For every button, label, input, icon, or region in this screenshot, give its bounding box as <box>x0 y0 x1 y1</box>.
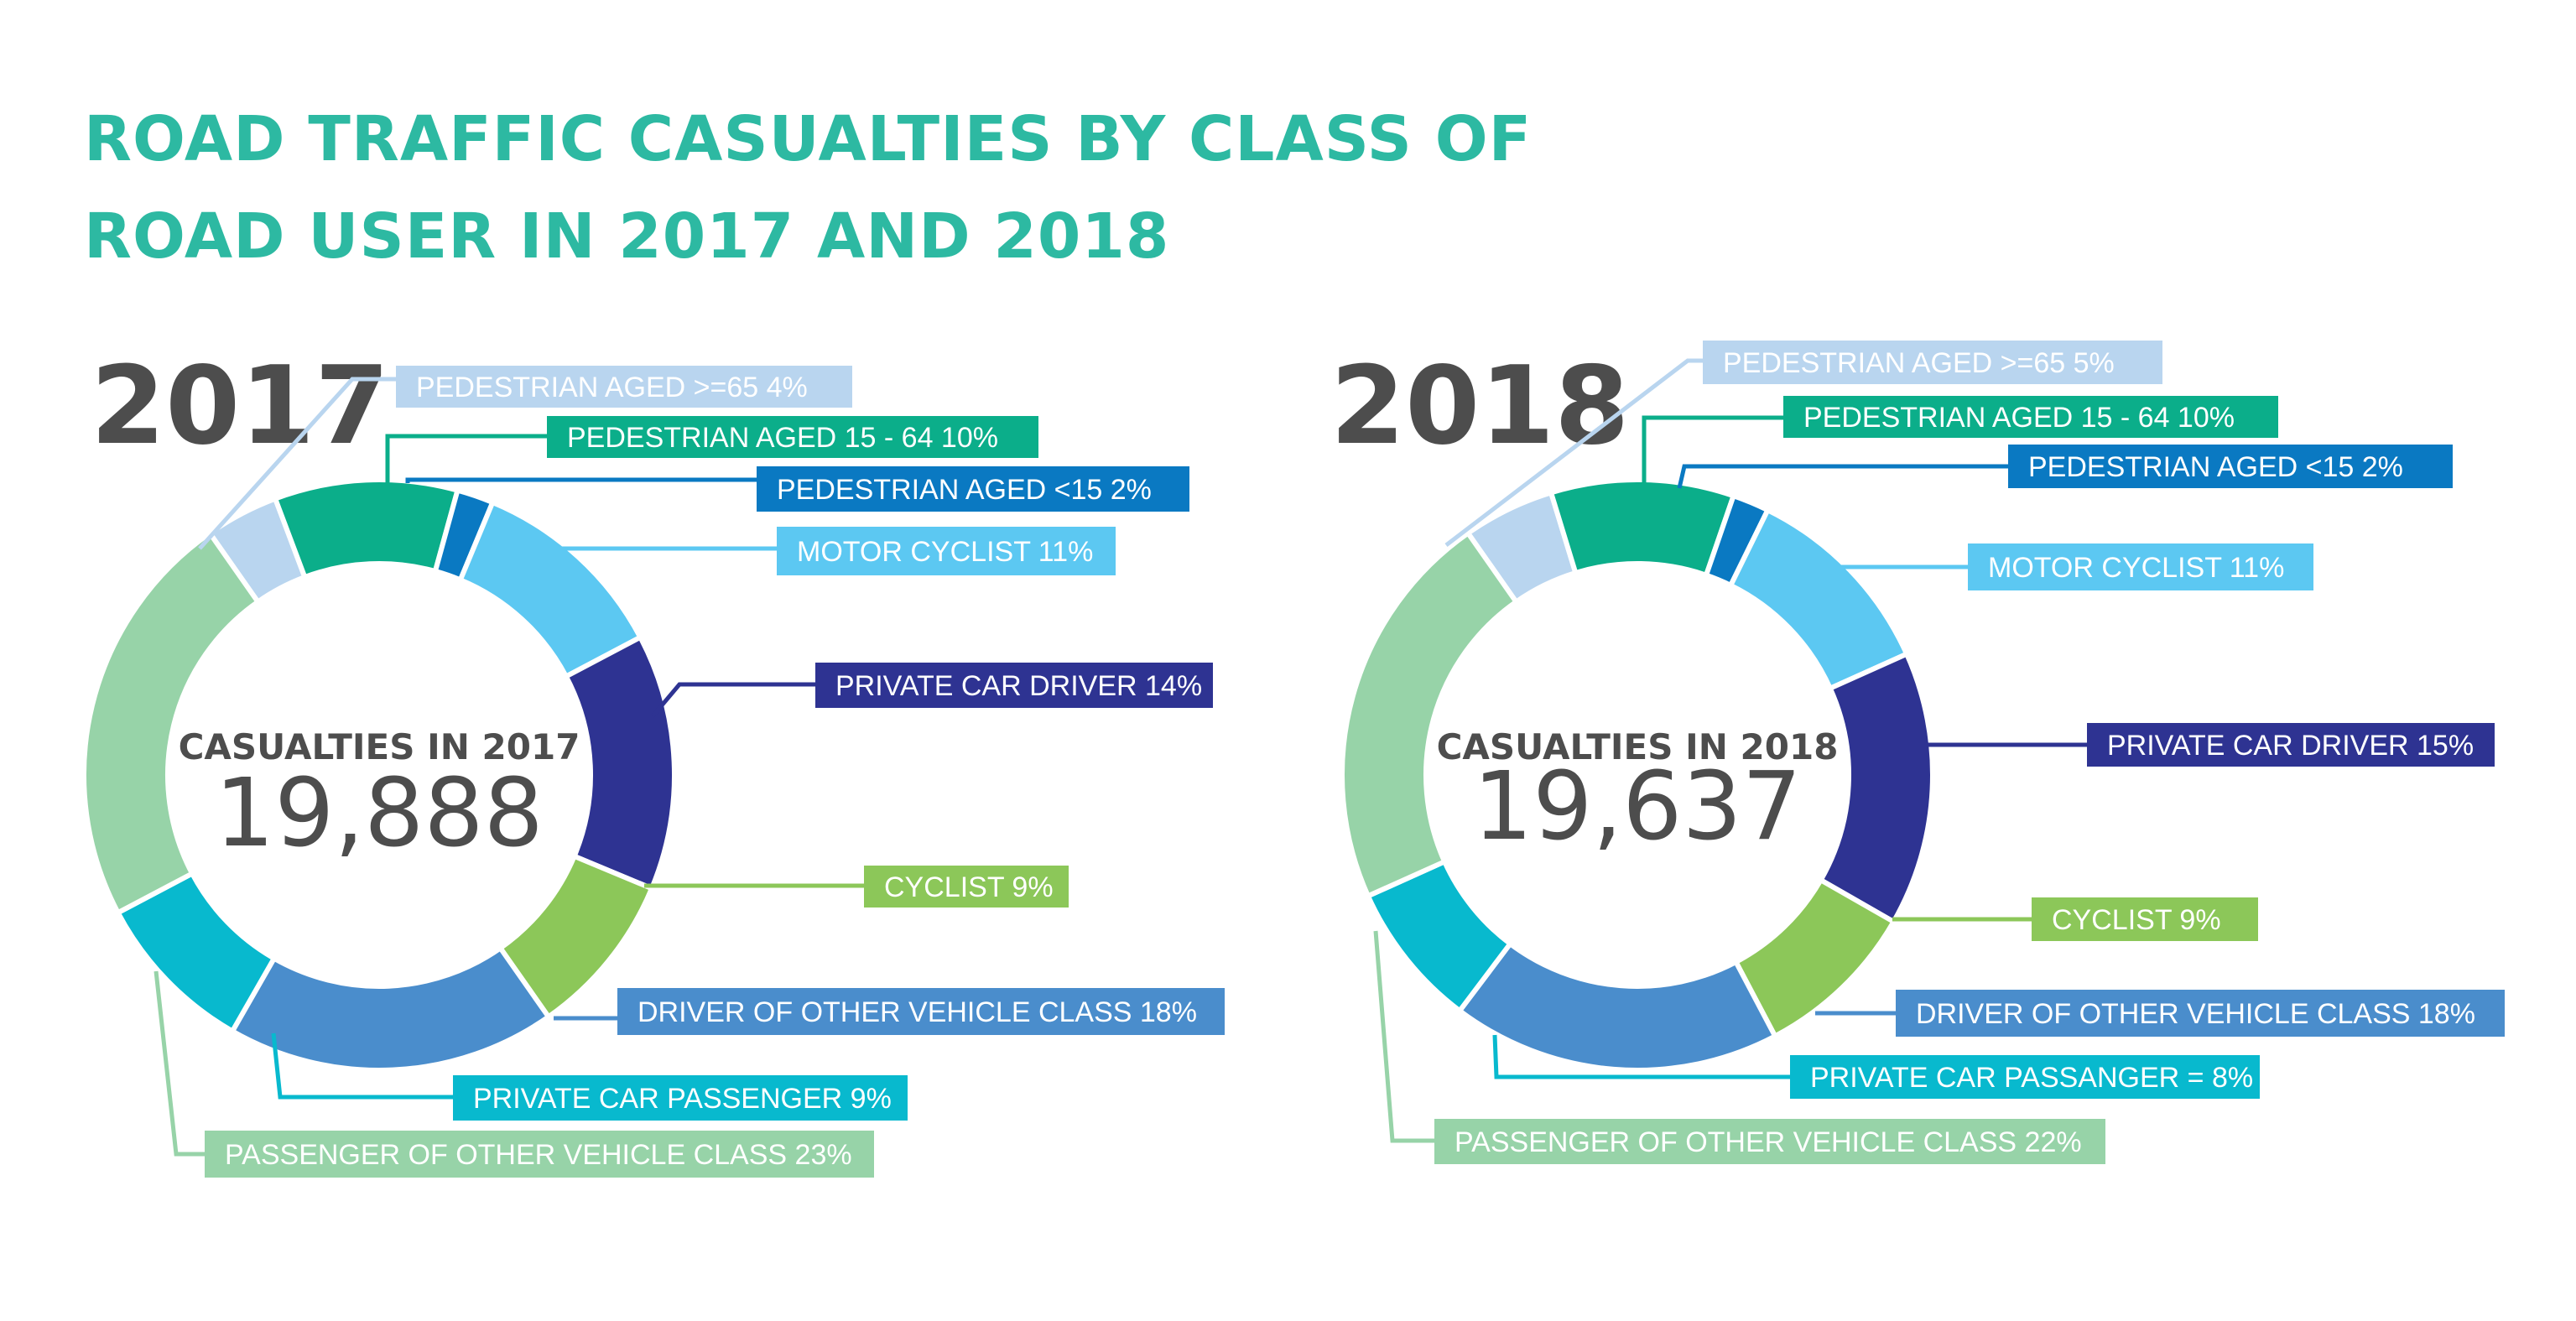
leader-line-private-car-driver <box>651 682 815 718</box>
data-label-pedestrian-aged-15-64: PEDESTRIAN AGED 15 - 64 10% <box>567 422 998 454</box>
slice-driver-of-other-vehicle-class <box>1455 940 1779 1073</box>
label-box-pedestrian-aged-15-64 <box>1783 396 2278 438</box>
label-box-passenger-of-other-vehicle-class <box>1434 1119 2105 1164</box>
data-label-pedestrian-aged-65: PEDESTRIAN AGED >=65 4% <box>416 372 808 403</box>
data-label-driver-of-other-vehicle-class: DRIVER OF OTHER VEHICLE CLASS 18% <box>1916 998 2475 1030</box>
center-value: 19,888 <box>215 759 544 868</box>
slice-private-car-driver <box>562 633 677 892</box>
data-label-pedestrian-aged-15: PEDESTRIAN AGED <15 2% <box>777 474 1152 506</box>
slice-passenger-of-other-vehicle-class <box>81 529 262 917</box>
label-box-driver-of-other-vehicle-class <box>617 988 1225 1035</box>
data-label-motor-cyclist: MOTOR CYCLIST 11% <box>1988 552 2284 584</box>
leader-line-pedestrian-aged-15-64 <box>385 434 547 483</box>
label-box-private-car-driver <box>815 663 1213 708</box>
data-label-passenger-of-other-vehicle-class: PASSENGER OF OTHER VEHICLE CLASS 23% <box>225 1139 852 1171</box>
data-label-private-car-driver: PRIVATE CAR DRIVER 14% <box>835 670 1202 702</box>
leader-line-pedestrian-aged-65 <box>1444 358 1703 547</box>
data-label-private-car-driver: PRIVATE CAR DRIVER 15% <box>2107 730 2474 762</box>
data-label-private-car-passanger: PRIVATE CAR PASSANGER = 8% <box>1810 1062 2253 1094</box>
label-box-private-car-passanger <box>1790 1055 2260 1099</box>
chart-title: ROAD TRAFFIC CASUALTIES BY CLASS OF ROAD… <box>84 103 1533 273</box>
label-box-pedestrian-aged-15 <box>2008 445 2453 488</box>
center-label: CASUALTIES IN 2018 <box>1437 726 1839 767</box>
leader-line-pedestrian-aged-15 <box>405 477 757 483</box>
slice-passenger-of-other-vehicle-class <box>1340 529 1520 900</box>
leader-line-passenger-of-other-vehicle-class <box>154 970 205 1157</box>
leader-line-private-car-passenger <box>271 1032 453 1100</box>
slice-private-car-driver <box>1817 650 1935 926</box>
data-label-cyclist: CYCLIST 9% <box>884 871 1054 903</box>
leader-line-passenger-of-other-vehicle-class <box>1373 930 1434 1143</box>
label-box-pedestrian-aged-65 <box>396 366 852 408</box>
label-box-cyclist <box>2032 897 2258 941</box>
label-box-pedestrian-aged-15 <box>757 466 1189 512</box>
slice-pedestrian-aged-15-64 <box>272 477 461 580</box>
leader-line-pedestrian-aged-15 <box>1677 464 2008 489</box>
center-label: CASUALTIES IN 2017 <box>179 726 580 767</box>
year-label: 2017 <box>91 344 389 469</box>
label-box-cyclist <box>864 866 1069 908</box>
slice-pedestrian-aged-15-64 <box>1548 477 1737 579</box>
data-label-pedestrian-aged-15-64: PEDESTRIAN AGED 15 - 64 10% <box>1803 402 2235 434</box>
data-label-pedestrian-aged-15: PEDESTRIAN AGED <15 2% <box>2028 451 2403 483</box>
label-box-motor-cyclist <box>1968 543 2313 590</box>
label-box-pedestrian-aged-65 <box>1703 341 2162 384</box>
year-label: 2018 <box>1330 344 1629 469</box>
slice-driver-of-other-vehicle-class <box>228 944 553 1073</box>
donut-2017: 2017 PEDESTRIAN AGED >=65 4% PEDESTRIAN AG… <box>81 344 1225 1178</box>
leader-line-pedestrian-aged-65 <box>198 377 396 550</box>
leader-line-pedestrian-aged-15-64 <box>1642 415 1783 488</box>
leader-line-private-car-passanger <box>1492 1034 1790 1079</box>
data-label-motor-cyclist: MOTOR CYCLIST 11% <box>797 536 1093 568</box>
center-value: 19,637 <box>1473 752 1802 861</box>
label-box-motor-cyclist <box>777 527 1116 575</box>
data-label-driver-of-other-vehicle-class: DRIVER OF OTHER VEHICLE CLASS 18% <box>637 996 1197 1028</box>
label-box-private-car-driver <box>2087 723 2495 767</box>
data-label-passenger-of-other-vehicle-class: PASSENGER OF OTHER VEHICLE CLASS 22% <box>1455 1126 2082 1158</box>
slice-motor-cyclist <box>1727 507 1911 692</box>
label-box-pedestrian-aged-15-64 <box>547 416 1038 458</box>
label-box-private-car-passenger <box>453 1075 908 1121</box>
data-label-pedestrian-aged-65: PEDESTRIAN AGED >=65 5% <box>1723 347 2115 379</box>
donut-2018: 2018 PEDESTRIAN AGED >=65 5% PEDESTRIAN AG… <box>1330 341 2505 1164</box>
label-box-passenger-of-other-vehicle-class <box>205 1131 874 1178</box>
label-box-driver-of-other-vehicle-class <box>1896 990 2505 1037</box>
data-label-private-car-passenger: PRIVATE CAR PASSENGER 9% <box>473 1083 892 1115</box>
data-label-cyclist: CYCLIST 9% <box>2052 904 2221 936</box>
